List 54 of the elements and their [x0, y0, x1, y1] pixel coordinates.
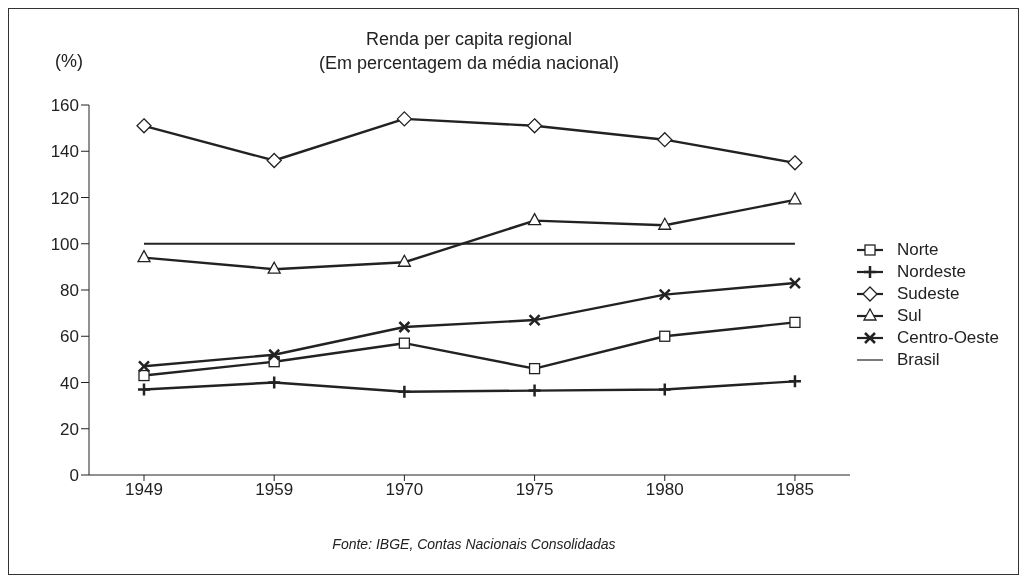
point	[528, 313, 541, 327]
point	[788, 276, 802, 290]
point	[658, 217, 672, 230]
legend-label: Brasil	[896, 350, 940, 370]
x-tick-label: 1970	[385, 480, 424, 500]
source-note: Fonte: IBGE, Contas Nacionais Consolidadas	[331, 536, 617, 552]
point	[657, 132, 673, 148]
point	[266, 152, 282, 169]
x-tick-label: 1975	[515, 480, 554, 500]
point	[136, 118, 152, 134]
y-tick-label: 20	[60, 419, 79, 439]
y-tick-label: 0	[69, 466, 79, 486]
y-tick-label: 40	[60, 373, 79, 393]
point	[267, 261, 281, 274]
point	[527, 212, 542, 226]
y-tick-label: 160	[50, 96, 79, 116]
x-tick-label: 1959	[255, 480, 294, 500]
point	[397, 384, 412, 399]
point	[528, 362, 541, 375]
point	[397, 254, 412, 267]
point	[788, 192, 802, 205]
point	[137, 249, 151, 263]
x-tick-label: 1949	[125, 480, 163, 500]
point	[526, 118, 543, 134]
y-tick-label: 100	[50, 234, 79, 254]
point	[267, 348, 281, 361]
point	[657, 382, 673, 397]
point	[396, 111, 413, 127]
point	[137, 360, 151, 373]
y-tick-label: 60	[60, 327, 79, 347]
legend-label: Centro-Oeste	[896, 328, 999, 348]
y-tick-label: 140	[50, 142, 79, 162]
point	[787, 155, 803, 171]
legend-label: Norte	[896, 240, 939, 260]
point	[789, 316, 801, 329]
y-axis-title: (%)	[55, 51, 83, 72]
chart-subtitle: (Em percentagem da média nacional)	[317, 52, 621, 75]
point	[266, 375, 282, 390]
chart-title: Renda per capita regional	[364, 28, 574, 51]
point	[398, 320, 411, 334]
point	[527, 383, 542, 398]
x-tick-label: 1985	[776, 480, 814, 500]
y-tick-label: 80	[60, 281, 79, 301]
point	[136, 382, 152, 397]
point	[138, 369, 150, 382]
point	[658, 288, 672, 301]
legend-label: Nordeste	[896, 262, 966, 282]
x-tick-label: 1980	[645, 480, 684, 500]
legend-label: Sudeste	[896, 284, 960, 304]
y-tick-label: 120	[50, 188, 79, 208]
point	[659, 330, 671, 342]
point	[398, 337, 411, 349]
legend-label: Sul	[896, 306, 922, 326]
point	[787, 374, 803, 389]
